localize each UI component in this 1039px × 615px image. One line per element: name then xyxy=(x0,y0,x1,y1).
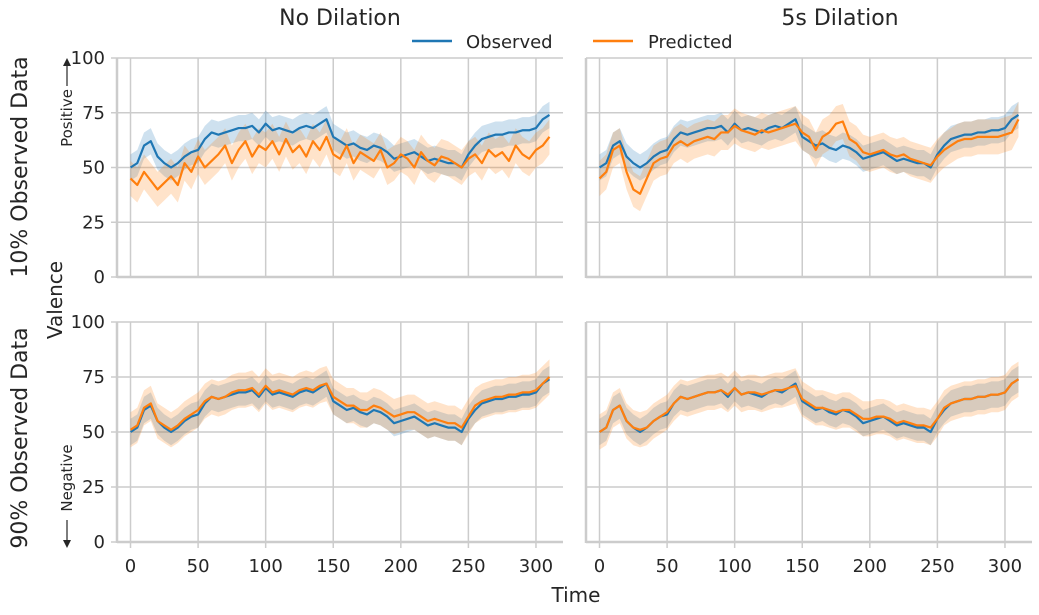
col-title-right: 5s Dilation xyxy=(781,6,898,31)
predicted-line xyxy=(598,378,1020,433)
y-axis-label: Valence xyxy=(43,261,67,339)
observed-line xyxy=(129,378,551,434)
negative-annotation: Negative xyxy=(58,444,76,548)
observed-line xyxy=(598,114,1020,169)
x-tick-label: 300 xyxy=(988,556,1022,577)
x-tick-label: 50 xyxy=(187,556,210,577)
x-tick-label: 200 xyxy=(853,556,887,577)
x-tick-label: 250 xyxy=(451,556,485,577)
x-tick-label: 200 xyxy=(384,556,418,577)
y-tick-label: 25 xyxy=(82,212,105,233)
legend-label-predicted: Predicted xyxy=(648,32,733,53)
predicted-line xyxy=(129,376,551,431)
row-title-top: 10% Observed Data xyxy=(8,56,33,277)
x-tick-label: 0 xyxy=(594,556,605,577)
row-title-bottom: 90% Observed Data xyxy=(8,327,33,548)
x-tick-label: 50 xyxy=(656,556,679,577)
y-tick-label: 100 xyxy=(71,312,105,333)
y-tick-label: 50 xyxy=(82,158,105,179)
x-tick-label: 100 xyxy=(717,556,751,577)
predicted-line xyxy=(129,135,551,191)
x-axis-label: Time xyxy=(551,583,601,607)
y-tick-label: 100 xyxy=(71,48,105,69)
x-tick-label: 0 xyxy=(125,556,136,577)
col-title-left: No Dilation xyxy=(279,6,401,31)
legend: Observed Predicted xyxy=(412,32,733,53)
y-tick-label: 25 xyxy=(82,477,105,498)
negative-arrowhead xyxy=(63,540,71,548)
positive-annotation: Positive xyxy=(58,58,76,147)
x-tick-label: 250 xyxy=(920,556,954,577)
y-tick-label: 50 xyxy=(82,422,105,443)
panel-3: 0 50 100 150 200 250 300 xyxy=(584,321,1032,577)
predicted-confidence-band xyxy=(130,119,550,207)
negative-label: Negative xyxy=(58,444,76,511)
predicted-line xyxy=(598,118,1020,195)
y-tick-label: 0 xyxy=(94,532,105,553)
positive-label: Positive xyxy=(58,89,76,147)
y-tick-label: 0 xyxy=(94,267,105,288)
y-tick-label: 75 xyxy=(82,103,105,124)
x-tick-label: 150 xyxy=(316,556,350,577)
predicted-confidence-band xyxy=(599,101,1019,212)
predicted-confidence-band xyxy=(130,359,550,448)
positive-arrowhead xyxy=(63,58,71,66)
panel-0: 0 25 50 75 100 xyxy=(71,48,563,288)
x-tick-label: 150 xyxy=(785,556,819,577)
legend-label-observed: Observed xyxy=(466,32,553,53)
x-tick-label: 300 xyxy=(519,556,553,577)
observed-line xyxy=(129,114,551,169)
panel-1 xyxy=(584,57,1032,279)
panel-2: 0 25 50 75 100 0 50 100 150 200 250 300 xyxy=(71,312,563,577)
y-tick-label: 75 xyxy=(82,367,105,388)
x-tick-label: 100 xyxy=(248,556,282,577)
